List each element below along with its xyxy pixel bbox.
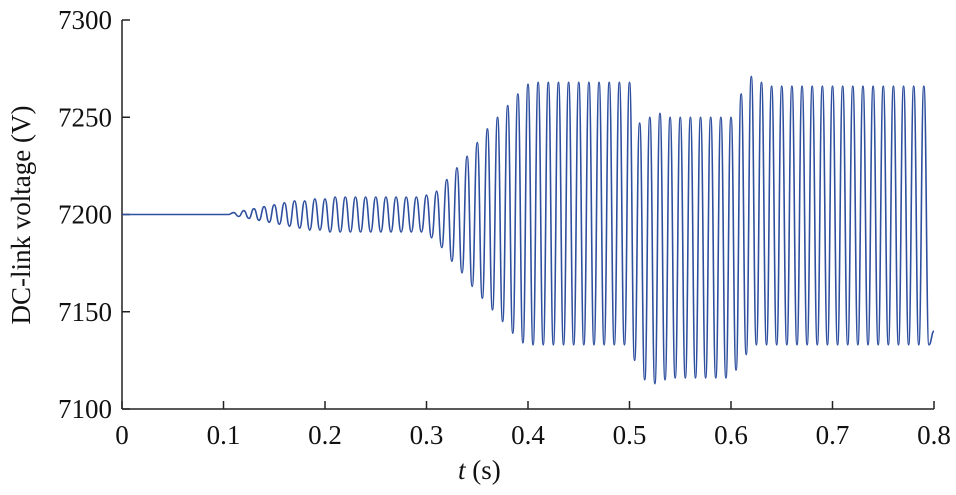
x-tick-label: 0.1: [207, 420, 241, 450]
x-tick-label: 0.8: [917, 420, 951, 450]
x-tick-label: 0.3: [410, 420, 444, 450]
y-axis-label: DC-link voltage (V): [6, 106, 36, 325]
y-tick-label: 7100: [58, 394, 112, 424]
y-tick-label: 7150: [58, 297, 112, 327]
x-tick-label: 0.7: [816, 420, 850, 450]
y-tick-label: 7200: [58, 200, 112, 230]
x-tick-label: 0: [115, 420, 129, 450]
y-tick-label: 7250: [58, 102, 112, 132]
x-tick-label: 0.4: [511, 420, 545, 450]
x-axis-label: t (s): [458, 455, 501, 485]
x-tick-label: 0.6: [714, 420, 748, 450]
x-tick-label: 0.2: [308, 420, 342, 450]
data-line: [121, 75, 935, 385]
y-tick-label: 7300: [58, 5, 112, 35]
x-tick-label: 0.5: [613, 420, 647, 450]
